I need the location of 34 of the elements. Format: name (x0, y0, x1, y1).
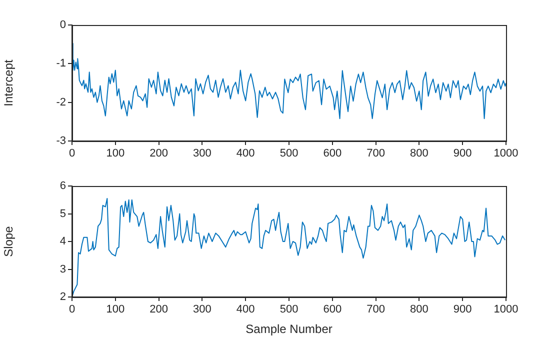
x-axis-title: Sample Number (246, 322, 332, 336)
x-tick-label: 0 (68, 148, 76, 160)
y-tick-label: 0 (60, 19, 66, 32)
x-tick-label: 800 (410, 148, 428, 160)
x-tick-label: 900 (453, 304, 472, 316)
y-tick-label: -3 (56, 135, 66, 148)
y-tick-label: -2 (56, 96, 66, 108)
x-tick-label: 700 (366, 148, 385, 160)
y-tick-label: -1 (56, 58, 66, 70)
x-tick-label: 0 (68, 304, 76, 316)
x-tick-label: 600 (323, 148, 342, 160)
x-tick-label: 200 (150, 304, 168, 316)
x-tick-label: 300 (193, 148, 212, 160)
y-tick-label: 4 (60, 236, 66, 248)
x-tick-label: 200 (150, 148, 168, 160)
x-tick-label: 400 (236, 304, 255, 316)
y-tick-label: 2 (60, 291, 66, 304)
x-tick-label: 400 (236, 148, 255, 160)
y-axis-title: Slope (2, 226, 16, 257)
x-tick-label: 700 (366, 304, 385, 316)
x-tick-label: 500 (280, 148, 298, 160)
y-tick-label: 3 (60, 263, 66, 276)
x-tick-label: 600 (323, 304, 342, 316)
x-tick-label: 100 (106, 304, 125, 316)
y-tick-label: 5 (60, 208, 66, 220)
x-tick-label: 900 (453, 148, 472, 160)
x-tick-label: 1000 (494, 148, 518, 160)
x-tick-label: 800 (410, 304, 428, 316)
x-tick-label: 100 (106, 148, 125, 160)
x-tick-label: 300 (193, 304, 212, 316)
x-tick-label: 1000 (494, 304, 518, 316)
x-tick-label: 500 (280, 304, 298, 316)
y-axis-title: Intercept (2, 58, 16, 106)
y-tick-label: 6 (60, 180, 66, 192)
